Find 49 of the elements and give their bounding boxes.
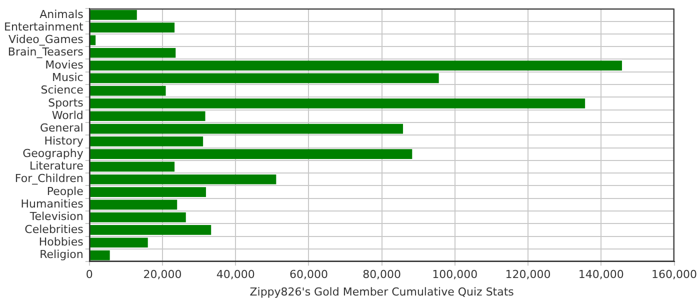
x-tick-label: 120,000 — [505, 268, 551, 282]
x-tick-label: 20,000 — [143, 268, 182, 282]
bar — [90, 174, 276, 184]
bar — [90, 149, 412, 160]
x-axis-title: Zippy826's Gold Member Cumulative Quiz Stats — [250, 285, 514, 298]
y-tick-label: Movies — [45, 58, 84, 72]
x-tick-label: 0 — [86, 268, 93, 282]
bar — [90, 136, 204, 146]
x-tick-label: 160,000 — [652, 268, 698, 282]
bar — [90, 60, 622, 70]
y-tick-label: Video_Games — [8, 33, 84, 46]
bar — [90, 225, 212, 235]
y-tick-label: Television — [28, 210, 84, 224]
y-tick-label: Humanities — [20, 198, 84, 211]
bar — [90, 22, 175, 33]
bar — [90, 162, 175, 172]
bar — [90, 10, 137, 20]
y-tick-label: General — [40, 122, 84, 135]
bar — [90, 212, 186, 222]
x-tick-label: 60,000 — [289, 268, 328, 282]
bar — [90, 86, 166, 96]
y-tick-label: Hobbies — [38, 235, 84, 248]
x-tick-label: 80,000 — [362, 268, 402, 282]
bar — [90, 111, 206, 122]
y-tick-label: People — [46, 184, 84, 198]
y-tick-label: World — [52, 108, 84, 122]
x-tick-label: 40,000 — [216, 268, 255, 282]
y-tick-label: Sports — [48, 96, 84, 110]
y-tick-label: Music — [52, 71, 84, 84]
y-tick-label: For_Children — [14, 172, 84, 186]
x-tick-label: 140,000 — [578, 268, 624, 282]
y-tick-label: Religion — [40, 248, 84, 262]
y-tick-label: Entertainment — [4, 20, 84, 34]
y-tick-label: Celebrities — [24, 222, 84, 236]
bar — [90, 48, 176, 58]
y-tick-label: Geography — [22, 146, 84, 160]
y-tick-label: Brain_Teasers — [8, 46, 84, 59]
bar — [90, 124, 404, 134]
bar — [90, 200, 178, 210]
y-tick-label: Animals — [40, 8, 84, 21]
bar — [90, 73, 439, 84]
bar — [90, 250, 110, 260]
x-tick-label: 100,000 — [432, 268, 478, 282]
bar — [90, 98, 586, 108]
y-tick-label: Literature — [30, 160, 84, 173]
y-tick-label: History — [44, 134, 84, 148]
y-tick-label: Science — [40, 84, 84, 97]
bar — [90, 238, 148, 248]
bar — [90, 187, 206, 197]
